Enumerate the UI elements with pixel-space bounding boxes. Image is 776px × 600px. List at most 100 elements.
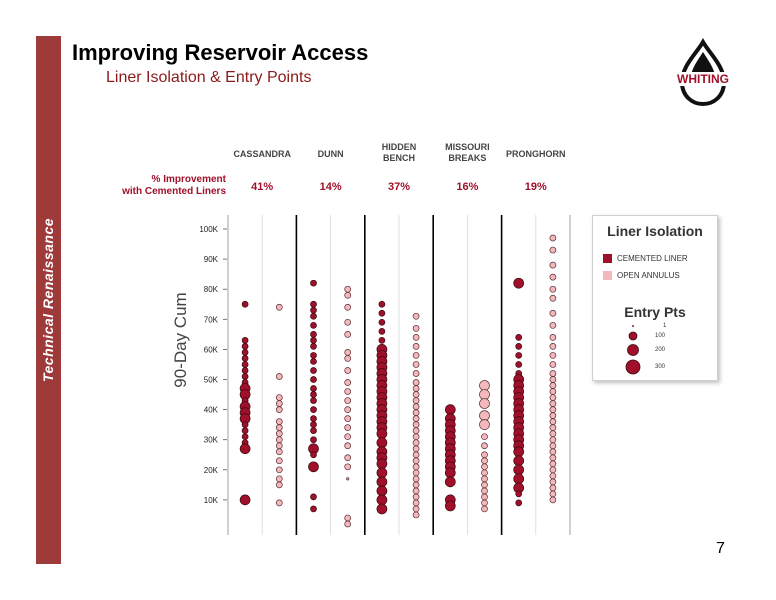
legend-size-300-circle <box>625 359 641 375</box>
y-tick-label-5: 60K <box>204 345 219 354</box>
open-point-4-20 <box>549 418 557 425</box>
open-point-2-6 <box>412 370 420 377</box>
cemented-point-0-6 <box>241 367 249 374</box>
y-tick-label-6: 70K <box>204 315 219 324</box>
improvement-label-line2: with Cemented Liners <box>121 186 226 197</box>
open-point-4-18 <box>549 406 557 413</box>
improvement-label-line1: % Improvement <box>152 174 227 185</box>
open-point-1-11 <box>344 406 352 413</box>
group-name-4-line-0: PRONGHORN <box>506 149 566 159</box>
cemented-point-1-0 <box>310 279 317 287</box>
open-point-1-10 <box>344 397 352 404</box>
open-point-3-0 <box>479 380 490 391</box>
open-point-1-1 <box>344 291 352 299</box>
sidebar-band <box>36 36 61 564</box>
logo-drop-outline <box>679 38 727 107</box>
legend-size-circles <box>625 325 641 375</box>
cemented-point-0-0 <box>241 300 249 308</box>
open-point-4-32 <box>549 490 557 498</box>
open-point-4-31 <box>549 484 557 492</box>
cemented-point-2-4 <box>378 337 386 344</box>
cemented-point-2-19 <box>376 428 388 440</box>
group-name-3-line-1: BREAKS <box>448 153 486 163</box>
open-point-3-10 <box>481 469 488 477</box>
open-point-2-13 <box>412 415 420 422</box>
open-point-4-24 <box>549 442 557 450</box>
open-point-2-26 <box>412 493 420 501</box>
group-improvement-0: 41% <box>251 181 273 193</box>
open-point-4-0 <box>549 234 557 242</box>
open-point-3-5 <box>481 433 488 441</box>
cemented-point-4-19 <box>513 455 525 467</box>
cemented-point-4-20 <box>513 464 525 476</box>
cemented-point-4-23 <box>515 490 523 498</box>
legend-size-200: 200 <box>655 347 666 353</box>
open-point-2-1 <box>412 324 420 332</box>
group-name-3-line-0: MISSOURI <box>445 142 490 152</box>
legend-size-300: 300 <box>655 364 666 370</box>
open-point-2-18 <box>412 445 420 453</box>
cemented-point-4-18 <box>513 446 525 458</box>
cemented-point-1-2 <box>310 306 317 314</box>
open-point-1-9 <box>344 388 352 395</box>
cemented-point-0-17 <box>241 433 249 441</box>
open-point-2-4 <box>412 352 420 359</box>
open-point-1-13 <box>344 424 352 432</box>
open-point-1-12 <box>344 415 352 422</box>
cemented-point-1-11 <box>310 376 317 383</box>
open-point-1-7 <box>344 367 352 374</box>
open-point-0-9 <box>275 442 283 450</box>
legend-swatch-cemented <box>603 254 612 263</box>
legend-size-200-circle <box>627 344 639 356</box>
y-tick-label-4: 50K <box>204 376 219 385</box>
open-point-2-12 <box>412 409 420 416</box>
open-point-0-6 <box>275 424 283 432</box>
cemented-point-3-13 <box>444 500 456 512</box>
group-improvement-2: 37% <box>388 181 410 193</box>
open-point-2-22 <box>412 469 420 477</box>
open-point-2-10 <box>412 397 420 404</box>
open-point-0-7 <box>275 430 283 438</box>
y-tick-label-3: 40K <box>204 406 219 415</box>
open-point-1-16 <box>344 454 352 462</box>
cemented-point-0-15 <box>241 421 249 428</box>
cemented-point-1-15 <box>310 406 317 413</box>
legend-size-1: 1 <box>663 323 667 329</box>
cemented-point-0-20 <box>239 494 251 506</box>
open-point-1-14 <box>344 433 352 441</box>
open-point-2-14 <box>412 421 420 428</box>
open-point-2-29 <box>412 511 420 519</box>
open-point-3-12 <box>481 481 488 489</box>
y-tick-label-0: 10K <box>204 496 219 505</box>
legend-swatch-open <box>603 271 612 280</box>
cemented-point-1-12 <box>310 385 317 392</box>
open-point-2-25 <box>412 487 420 495</box>
open-point-0-1 <box>275 373 283 380</box>
logo-text: WHITING <box>677 72 729 86</box>
cemented-point-4-2 <box>515 343 523 350</box>
open-point-3-16 <box>481 505 488 513</box>
open-point-1-3 <box>344 318 352 326</box>
y-tick-label-8: 90K <box>204 255 219 264</box>
open-point-4-5 <box>549 294 557 302</box>
legend-box: Liner Isolation CEMENTED LINER OPEN ANNU… <box>592 215 718 381</box>
group-name-0-line-0: CASSANDRA <box>233 149 291 159</box>
open-point-0-14 <box>275 481 283 489</box>
cemented-point-1-19 <box>310 436 317 444</box>
open-point-3-7 <box>481 451 488 459</box>
y-tick-label-1: 20K <box>204 466 219 475</box>
cemented-point-4-24 <box>515 499 523 507</box>
page-number: 7 <box>716 540 725 557</box>
open-point-4-6 <box>549 309 557 317</box>
cemented-point-3-0 <box>444 404 456 415</box>
open-point-2-23 <box>412 475 420 483</box>
cemented-point-1-7 <box>310 343 317 350</box>
y-tick-label-7: 80K <box>204 285 219 294</box>
legend-title: Liner Isolation <box>607 223 703 239</box>
open-point-4-1 <box>549 246 557 254</box>
open-point-4-27 <box>549 460 557 468</box>
open-point-0-11 <box>275 457 283 465</box>
cemented-point-1-21 <box>310 451 317 459</box>
open-point-2-15 <box>412 427 420 435</box>
open-point-4-33 <box>549 496 557 504</box>
